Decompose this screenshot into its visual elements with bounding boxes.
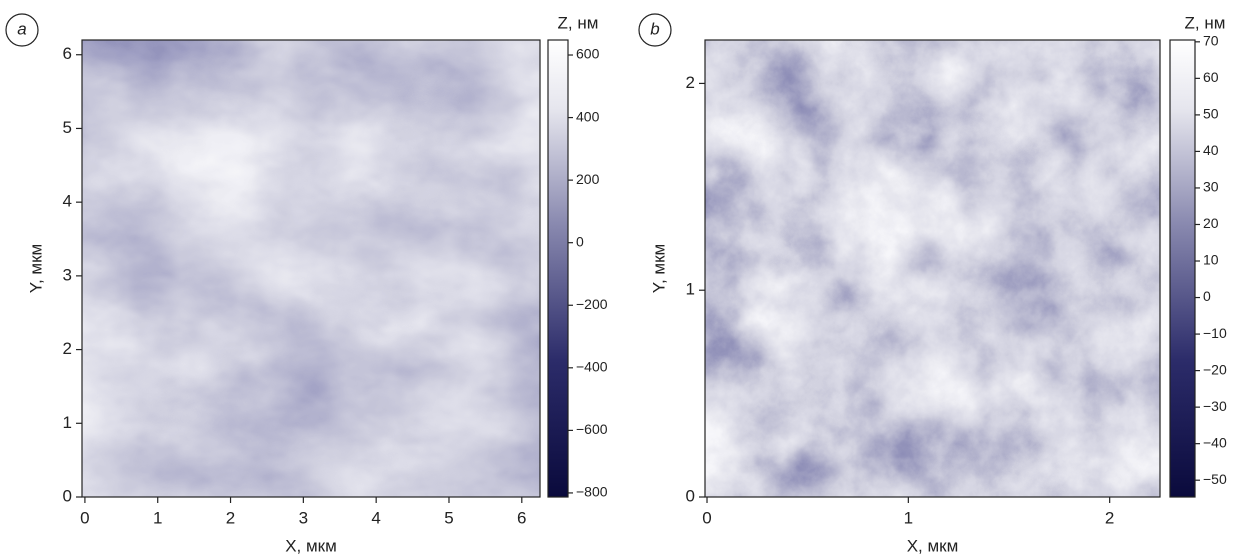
- colorbar-tick-label: 400: [576, 108, 600, 124]
- panel-label: a: [17, 19, 26, 38]
- colorbar-tick-label: 0: [1203, 288, 1211, 304]
- x-tick-label: 0: [702, 508, 711, 527]
- x-tick-label: 6: [517, 508, 526, 527]
- colorbar-tick-label: 30: [1203, 179, 1219, 195]
- colorbar-tick-label: −600: [576, 421, 608, 437]
- y-tick-label: 1: [63, 413, 72, 432]
- colorbar-tick-label: 50: [1203, 106, 1219, 122]
- figure: 01234560123456X, мкмY, мкмa−800−600−400−…: [0, 0, 1238, 558]
- colorbar-tick-label: 40: [1203, 142, 1219, 158]
- y-tick-label: 3: [63, 265, 72, 284]
- y-axis-label: Y, мкм: [26, 244, 45, 293]
- colorbar-label: Z, нм: [558, 13, 599, 32]
- x-tick-label: 0: [80, 508, 89, 527]
- colorbar-tick-label: −40: [1203, 434, 1227, 450]
- colorbar-tick-label: −10: [1203, 325, 1227, 341]
- y-tick-label: 4: [63, 192, 72, 211]
- x-axis-label: X, мкм: [285, 536, 337, 555]
- colorbar-label: Z, нм: [1185, 13, 1226, 32]
- colorbar-tick-label: −20: [1203, 361, 1227, 377]
- x-tick-label: 1: [153, 508, 162, 527]
- colorbar: [1170, 40, 1195, 497]
- x-tick-label: 5: [444, 508, 453, 527]
- y-tick-label: 0: [63, 486, 72, 505]
- colorbar-tick-label: 10: [1203, 252, 1219, 268]
- colorbar-tick-label: 20: [1203, 215, 1219, 231]
- colorbar-tick-label: −800: [576, 484, 608, 500]
- y-tick-label: 6: [63, 44, 72, 63]
- colorbar-tick-label: −400: [576, 359, 608, 375]
- panel-label: b: [650, 19, 659, 38]
- y-tick-label: 0: [686, 486, 695, 505]
- afm-image: [705, 40, 1160, 497]
- colorbar: [548, 40, 568, 497]
- y-tick-label: 2: [63, 339, 72, 358]
- colorbar-tick-label: −30: [1203, 398, 1227, 414]
- colorbar-tick-label: −50: [1203, 471, 1227, 487]
- x-tick-label: 3: [299, 508, 308, 527]
- colorbar-tick-label: 600: [576, 46, 600, 62]
- colorbar-tick-label: −200: [576, 296, 608, 312]
- colorbar-tick-label: 0: [576, 233, 584, 249]
- x-tick-label: 1: [904, 508, 913, 527]
- y-tick-label: 2: [686, 73, 695, 92]
- y-tick-label: 5: [63, 118, 72, 137]
- x-tick-label: 2: [226, 508, 235, 527]
- colorbar-tick-label: 200: [576, 171, 600, 187]
- x-tick-label: 2: [1105, 508, 1114, 527]
- y-tick-label: 1: [686, 280, 695, 299]
- colorbar-tick-label: 70: [1203, 33, 1219, 49]
- x-axis-label: X, мкм: [907, 536, 959, 555]
- afm-image: [82, 40, 540, 497]
- x-tick-label: 4: [371, 508, 380, 527]
- y-axis-label: Y, мкм: [649, 244, 668, 293]
- colorbar-tick-label: 60: [1203, 69, 1219, 85]
